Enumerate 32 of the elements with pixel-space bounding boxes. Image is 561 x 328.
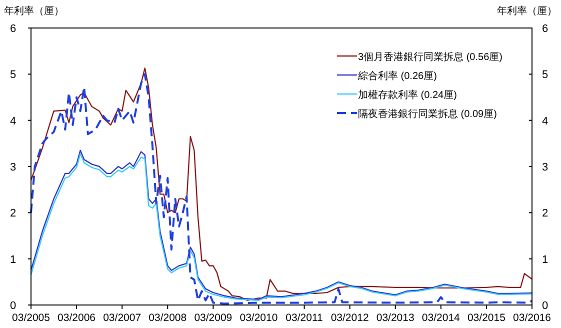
y2-tick-label: 0 — [542, 300, 548, 312]
x-tick-label: 03/2006 — [58, 312, 96, 324]
y2-tick-label: 6 — [542, 23, 548, 35]
legend-label: 3個月香港銀行同業拆息 (0.56厘) — [358, 51, 502, 63]
y2-tick-label: 1 — [542, 254, 548, 266]
y-tick-label: 1 — [10, 254, 16, 266]
y-tick-label: 2 — [10, 208, 16, 220]
x-tick-label: 03/2016 — [513, 312, 552, 324]
y2-tick-label: 4 — [542, 115, 548, 128]
x-tick-label: 03/2010 — [240, 312, 278, 324]
x-tick-label: 03/2009 — [194, 312, 232, 324]
legend-label: 隔夜香港銀行同業拆息 (0.09厘) — [358, 108, 497, 120]
y2-tick-label: 5 — [542, 69, 548, 82]
y2-tick-label: 3 — [542, 162, 548, 174]
x-tick-label: 03/2013 — [376, 312, 414, 324]
x-tick-label: 03/2014 — [422, 312, 460, 324]
x-tick-label: 03/2008 — [148, 312, 187, 324]
y-axis-title: 年利率（厘） — [4, 5, 64, 17]
x-tick-label: 03/2015 — [467, 312, 506, 324]
y-tick-label: 6 — [10, 23, 16, 35]
x-tick-label: 03/2005 — [12, 312, 50, 324]
y-tick-label: 4 — [10, 115, 16, 128]
legend-label: 加權存款利率 (0.24厘) — [358, 89, 457, 101]
y2-tick-label: 2 — [542, 208, 548, 220]
y2-axis-title: 年利率（厘） — [497, 5, 557, 17]
x-tick-label: 03/2012 — [330, 312, 369, 324]
y-tick-label: 0 — [10, 300, 16, 312]
x-tick-label: 03/2011 — [286, 312, 324, 324]
legend-label: 綜合利率 (0.26厘) — [357, 70, 437, 82]
y-tick-label: 3 — [10, 162, 16, 174]
x-tick-label: 03/2007 — [103, 312, 142, 324]
y-tick-label: 5 — [10, 69, 16, 82]
